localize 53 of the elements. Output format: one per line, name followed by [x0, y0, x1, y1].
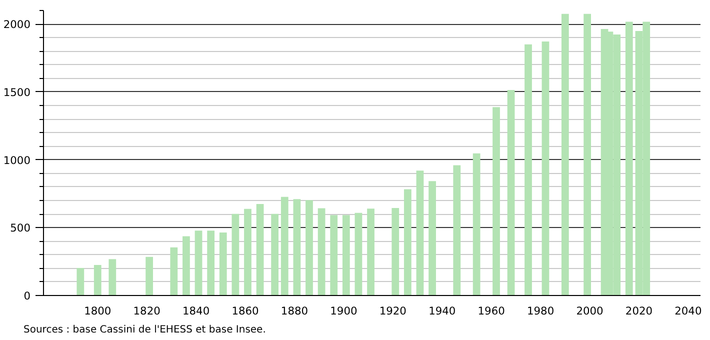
y-tick-label: 1500 [3, 86, 31, 99]
bar [146, 256, 153, 296]
bar [182, 236, 190, 296]
x-tick-label: 1860 [232, 304, 260, 318]
source-note: Sources : base Cassini de l'EHESS et base Insee. [24, 324, 266, 336]
bar [108, 259, 116, 296]
bar [318, 208, 326, 296]
x-tick-label: 2020 [625, 304, 653, 318]
bar [306, 200, 313, 296]
bar [524, 44, 532, 296]
bar [194, 230, 202, 296]
bar [256, 204, 264, 296]
bar [330, 215, 338, 296]
bar [542, 41, 550, 296]
y-tick-label: 2000 [3, 18, 31, 32]
bar [280, 196, 288, 296]
x-tick-label: 1800 [84, 304, 112, 318]
x-tick-label: 1880 [280, 304, 308, 318]
bar [507, 90, 515, 296]
bar [94, 264, 102, 296]
bar [584, 14, 591, 296]
bar [367, 208, 374, 296]
bar [271, 214, 278, 296]
bar [492, 107, 500, 296]
x-tick-label: 1940 [428, 304, 456, 318]
x-tick-label: 1980 [526, 304, 554, 318]
x-tick-label: 1920 [379, 304, 407, 318]
bar [354, 212, 362, 296]
bar [342, 215, 350, 296]
bar [625, 22, 633, 296]
bar [472, 153, 480, 296]
bar [244, 208, 252, 296]
bar [207, 230, 215, 296]
x-tick-label: 2040 [674, 304, 702, 318]
bar [453, 165, 461, 296]
x-tick-label: 1960 [478, 304, 506, 318]
bar [392, 208, 400, 296]
x-tick-label: 1900 [330, 304, 358, 318]
y-tick-label: 0 [24, 290, 31, 302]
bar [416, 170, 424, 296]
bar [293, 199, 301, 296]
y-tick-label: 500 [10, 222, 31, 235]
bar [76, 268, 84, 296]
x-tick-label: 1840 [182, 304, 210, 318]
bar [428, 181, 436, 296]
y-tick-label: 1000 [3, 154, 31, 167]
bar [561, 14, 569, 296]
x-tick-label: 1820 [133, 304, 161, 318]
x-tick-label: 2000 [576, 304, 604, 318]
bar [170, 247, 178, 296]
bar [219, 232, 227, 296]
bar [404, 189, 412, 296]
bar [232, 214, 240, 296]
